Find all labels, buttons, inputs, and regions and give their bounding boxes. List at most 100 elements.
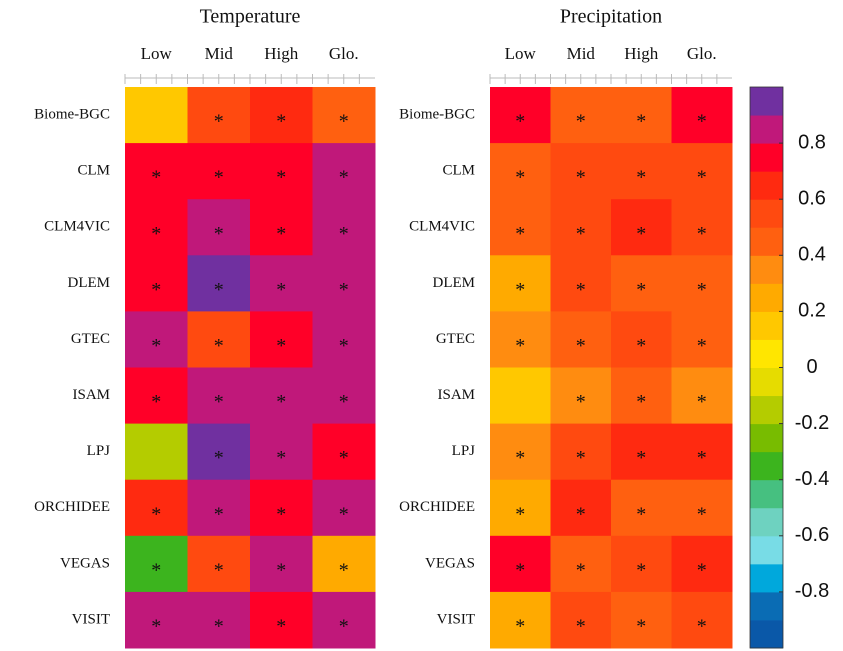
significance-mark: * xyxy=(214,335,224,357)
column-label: Mid xyxy=(205,44,234,63)
heatmap-cell xyxy=(550,423,612,481)
heatmap-cell xyxy=(125,143,188,200)
heatmap-cell xyxy=(671,255,733,312)
heatmap-cell xyxy=(611,367,672,425)
colorbar-bin xyxy=(750,479,783,509)
colorbar-tick-label: -0.8 xyxy=(795,580,829,602)
significance-mark: * xyxy=(515,447,525,469)
significance-mark: * xyxy=(515,111,525,133)
heatmap-cell xyxy=(250,199,313,256)
heatmap-cell xyxy=(671,199,733,256)
significance-mark: * xyxy=(339,447,349,469)
significance-mark: * xyxy=(515,223,525,245)
panel-title: Precipitation xyxy=(560,6,662,28)
row-label: CLM4VIC xyxy=(44,219,110,235)
significance-mark: * xyxy=(276,559,286,581)
colorbar-bin xyxy=(750,115,783,144)
column-label: Glo. xyxy=(329,44,359,63)
row-label: LPJ xyxy=(87,443,111,459)
column-label: Low xyxy=(505,44,537,63)
significance-mark: * xyxy=(339,503,349,525)
significance-mark: * xyxy=(697,223,707,245)
significance-mark: * xyxy=(697,111,707,133)
row-label: ISAM xyxy=(437,387,475,403)
significance-mark: * xyxy=(576,167,586,189)
significance-mark: * xyxy=(636,559,646,581)
heatmap-cell xyxy=(125,199,188,256)
heatmap-cell xyxy=(671,479,733,537)
colorbar-bin xyxy=(750,423,783,453)
significance-mark: * xyxy=(636,616,646,638)
colorbar-tick-label: -0.4 xyxy=(795,468,829,490)
heatmap-cell xyxy=(125,367,188,425)
significance-mark: * xyxy=(697,391,707,413)
significance-mark: * xyxy=(515,167,525,189)
heatmap-cell xyxy=(312,367,376,425)
heatmap-cell xyxy=(550,535,612,593)
colorbar-bin xyxy=(750,87,783,116)
heatmap-cell xyxy=(250,367,313,425)
significance-mark: * xyxy=(214,503,224,525)
heatmap-cell xyxy=(312,143,376,200)
significance-mark: * xyxy=(339,223,349,245)
heatmap-cell xyxy=(125,479,188,537)
heatmap-cell xyxy=(187,199,251,256)
significance-mark: * xyxy=(276,391,286,413)
significance-mark: * xyxy=(276,335,286,357)
colorbar-bin xyxy=(750,619,783,649)
column-label: Glo. xyxy=(687,44,717,63)
colorbar-tick-label: -0.2 xyxy=(795,412,829,434)
heatmap-cell xyxy=(671,591,733,649)
colorbar-bin xyxy=(750,255,783,284)
significance-mark: * xyxy=(636,279,646,301)
significance-mark: * xyxy=(151,559,161,581)
significance-mark: * xyxy=(214,447,224,469)
row-label: ISAM xyxy=(72,387,110,403)
heatmap-cell xyxy=(312,591,376,649)
heatmap-cell xyxy=(250,143,313,200)
significance-mark: * xyxy=(576,447,586,469)
significance-mark: * xyxy=(276,111,286,133)
heatmap-cell xyxy=(250,535,313,593)
colorbar-tick-label: 0.2 xyxy=(798,300,826,322)
heatmap-cell xyxy=(490,143,551,200)
significance-mark: * xyxy=(214,167,224,189)
heatmap-cell xyxy=(671,311,733,368)
heatmap-cell xyxy=(125,311,188,368)
significance-mark: * xyxy=(697,167,707,189)
significance-mark: * xyxy=(697,616,707,638)
heatmap-cell xyxy=(490,311,551,368)
heatmap-cell xyxy=(187,591,251,649)
significance-mark: * xyxy=(576,503,586,525)
heatmap-cell xyxy=(550,479,612,537)
significance-mark: * xyxy=(276,616,286,638)
significance-mark: * xyxy=(151,503,161,525)
heatmap-cell xyxy=(611,199,672,256)
heatmap-cell xyxy=(312,423,376,481)
heatmap-cell xyxy=(187,423,251,481)
column-label: High xyxy=(624,44,659,63)
significance-mark: * xyxy=(339,559,349,581)
heatmap-cell xyxy=(611,311,672,368)
heatmap-cell xyxy=(187,535,251,593)
heatmap-cell xyxy=(250,311,313,368)
colorbar-bin xyxy=(750,535,783,565)
colorbar-bin xyxy=(750,199,783,228)
row-label: ORCHIDEE xyxy=(399,499,475,515)
colorbar-bin xyxy=(750,227,783,256)
colorbar-bin xyxy=(750,451,783,481)
heatmap-cell xyxy=(312,255,376,312)
heatmap-cell xyxy=(490,255,551,312)
significance-mark: * xyxy=(339,279,349,301)
heatmap-cell xyxy=(250,479,313,537)
significance-mark: * xyxy=(576,279,586,301)
heatmap-cell xyxy=(312,535,376,593)
heatmap-cell xyxy=(611,87,672,144)
colorbar-bin xyxy=(750,507,783,537)
heatmap-cell xyxy=(312,311,376,368)
colorbar-bin xyxy=(750,171,783,200)
column-label: High xyxy=(264,44,299,63)
heatmap-cell xyxy=(611,535,672,593)
significance-mark: * xyxy=(276,223,286,245)
